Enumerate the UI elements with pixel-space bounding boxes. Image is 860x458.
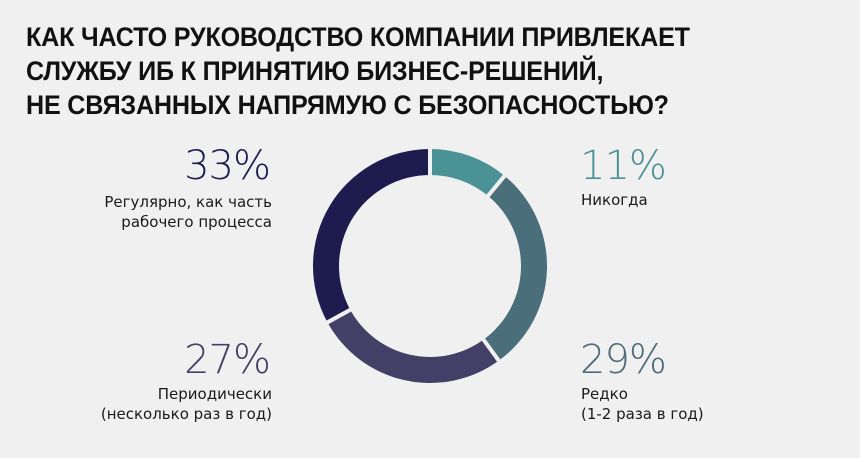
label-regularly-line2: рабочего процесса — [121, 213, 272, 231]
donut-segment — [430, 149, 505, 196]
pct-periodically: 27% — [184, 337, 271, 383]
pct-never: 11% — [580, 143, 667, 189]
label-never: Никогда — [581, 191, 648, 209]
label-periodically: Периодически (несколько раз в год) — [40, 384, 272, 424]
label-regularly: Регулярно, как часть рабочего процесса — [40, 192, 272, 232]
label-periodically-line1: Периодически — [157, 385, 272, 403]
pct-rarely: 29% — [580, 337, 667, 383]
label-rarely: Редко (1-2 раза в год) — [581, 384, 704, 424]
segment-gap — [323, 306, 354, 326]
donut-segment — [483, 175, 547, 361]
segment-gap — [484, 172, 509, 200]
title-line-3: НЕ СВЯЗАННЫХ НАПРЯМУЮ С БЕЗОПАСНОСТЬЮ? — [26, 90, 669, 120]
label-regularly-line1: Регулярно, как часть — [104, 193, 272, 211]
donut-segment — [327, 309, 499, 384]
title-line-2: СЛУЖБУ ИБ К ПРИНЯТИЮ БИЗНЕС-РЕШЕНИЙ, — [26, 56, 604, 86]
label-rarely-line1: Редко — [581, 385, 628, 403]
chart-title: КАК ЧАСТО РУКОВОДСТВО КОМПАНИИ ПРИВЛЕКАЕ… — [26, 20, 789, 122]
pct-regularly: 33% — [184, 143, 271, 189]
title-line-1: КАК ЧАСТО РУКОВОДСТВО КОМПАНИИ ПРИВЛЕКАЕ… — [26, 22, 690, 52]
label-rarely-line2: (1-2 раза в год) — [581, 405, 704, 423]
segment-gap — [480, 336, 503, 365]
label-periodically-line2: (несколько раз в год) — [100, 405, 272, 423]
donut-segment — [313, 149, 430, 323]
